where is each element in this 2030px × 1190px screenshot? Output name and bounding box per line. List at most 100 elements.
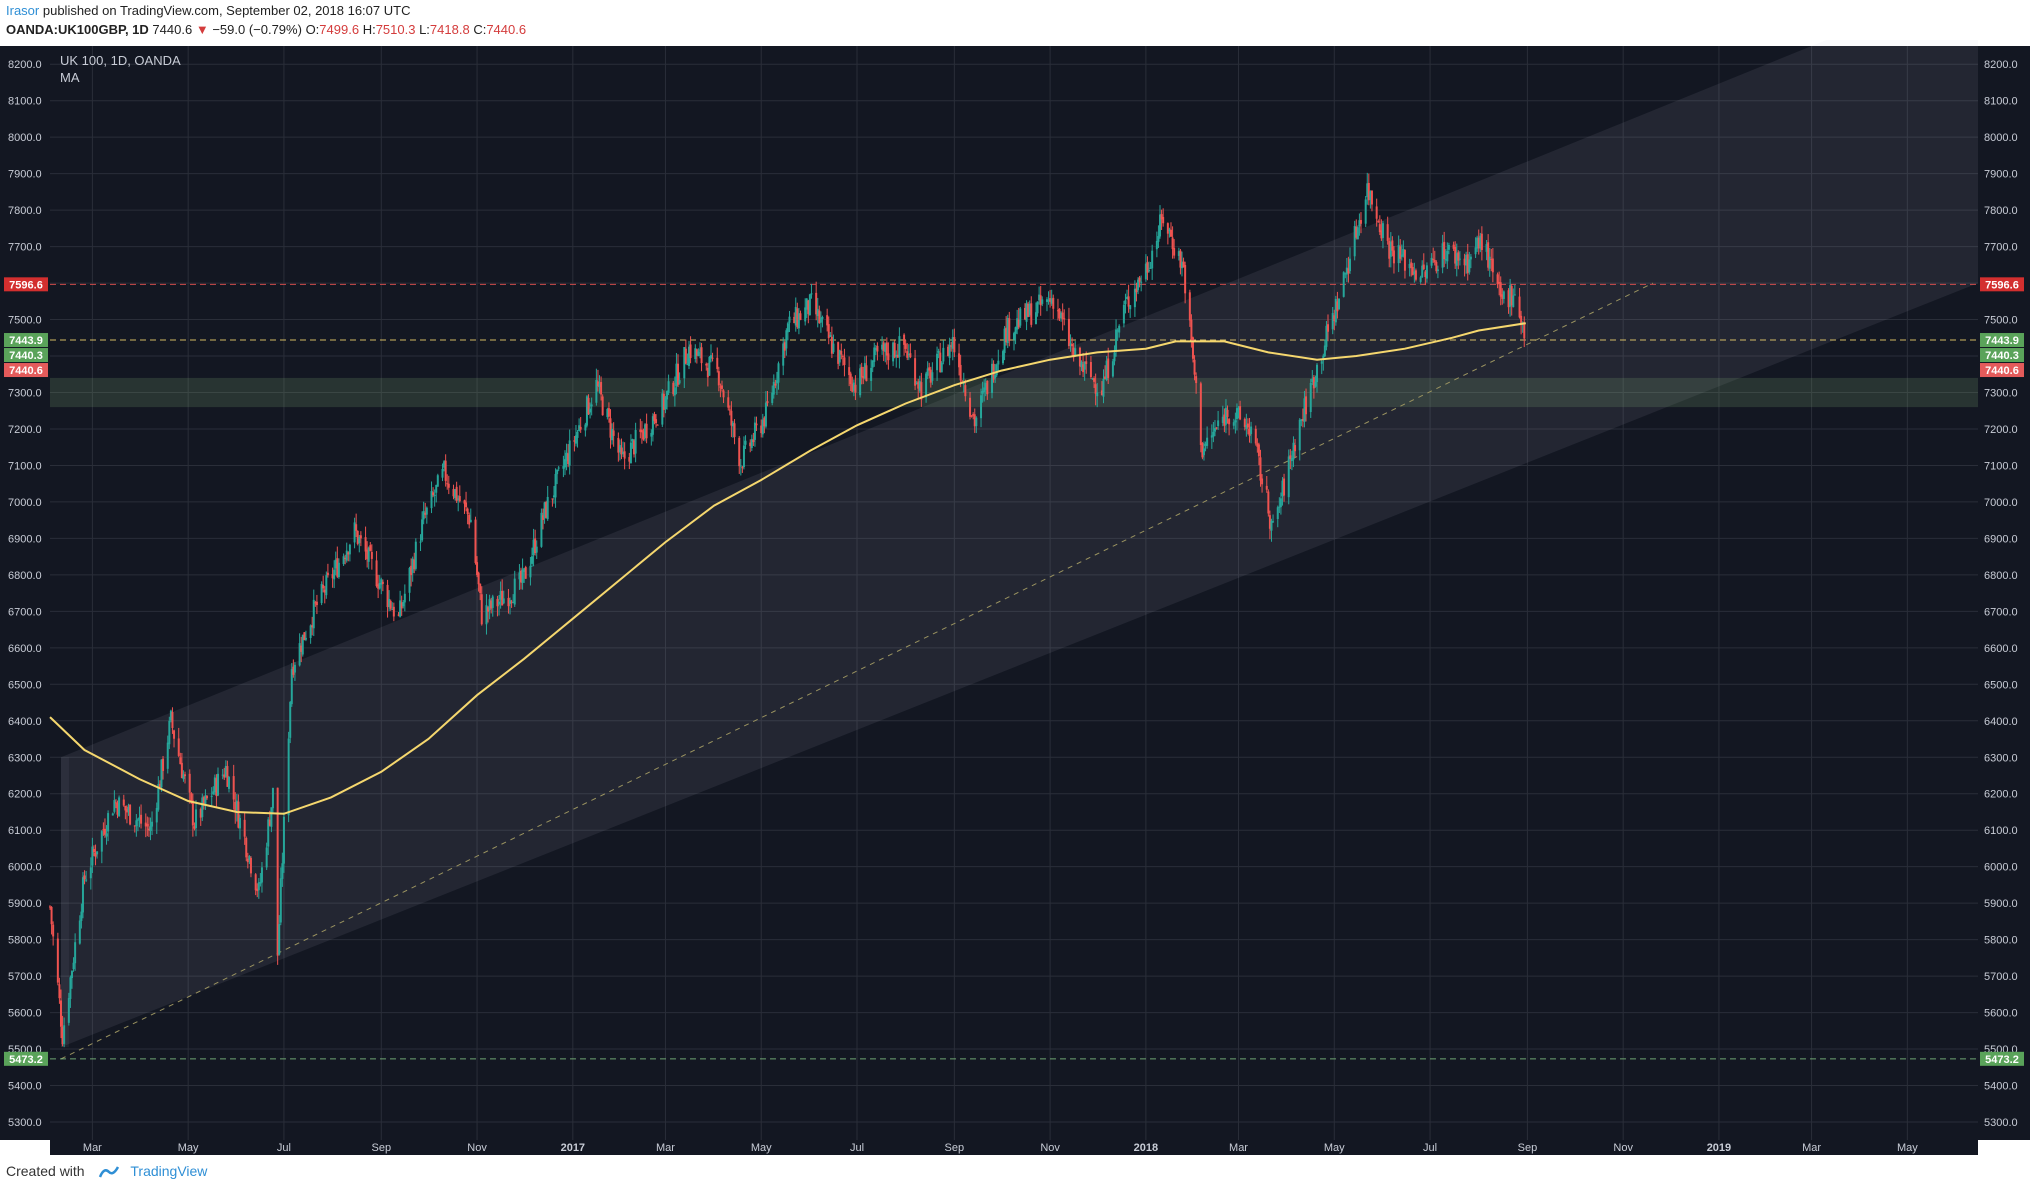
- candle-body: [151, 821, 154, 827]
- candle-body: [1129, 305, 1132, 310]
- candle-body: [1283, 478, 1286, 496]
- candle-body: [1265, 485, 1268, 490]
- candle-body: [1281, 480, 1284, 497]
- candle-body: [794, 306, 797, 326]
- x-tick-label: Sep: [371, 1142, 391, 1154]
- candle-body: [485, 605, 488, 625]
- candle-body: [1071, 344, 1074, 347]
- candle-body: [323, 589, 326, 593]
- candle-body: [788, 316, 791, 323]
- candle-body: [1002, 351, 1005, 364]
- candle-body: [821, 317, 824, 319]
- author-link[interactable]: Irasor: [6, 3, 40, 18]
- candle-body: [129, 804, 132, 825]
- candle-body: [1019, 308, 1022, 326]
- close-value: 7440.6: [486, 22, 527, 37]
- candle-body: [942, 347, 945, 362]
- candle-body: [1039, 295, 1042, 306]
- candle-body: [1403, 249, 1406, 271]
- candle-body: [607, 408, 610, 417]
- candle-body: [771, 392, 774, 403]
- candle-body: [204, 795, 207, 804]
- plot-area: [50, 46, 1978, 1140]
- candle-body: [1259, 457, 1262, 481]
- candle-body: [287, 738, 290, 816]
- tradingview-link[interactable]: TradingView: [130, 1163, 208, 1179]
- y-tick-label-left: 6100.0: [8, 825, 42, 837]
- candle-body: [1190, 319, 1193, 340]
- price-label-text: 7440.3: [1985, 350, 2019, 362]
- tradingview-logo-icon: [99, 1166, 120, 1178]
- candle-body: [694, 348, 697, 360]
- y-tick-label-left: 6700.0: [8, 606, 42, 618]
- candle-body: [953, 337, 956, 353]
- candle-body: [907, 353, 910, 356]
- candle-body: [1072, 347, 1075, 358]
- candle-body: [223, 774, 226, 778]
- candle-body: [1096, 392, 1099, 397]
- candle-body: [1498, 281, 1501, 284]
- candle-body: [852, 382, 855, 391]
- candle-body: [125, 809, 128, 813]
- candle-body: [628, 457, 631, 462]
- candle-body: [1162, 216, 1165, 224]
- support-zone: [50, 377, 1978, 408]
- candle-body: [1157, 236, 1160, 242]
- candle-body: [224, 765, 227, 777]
- candle-body: [642, 431, 645, 440]
- candle-body: [1082, 364, 1085, 373]
- y-tick-label-right: 8100.0: [1984, 96, 2018, 108]
- candle-body: [1289, 455, 1292, 459]
- price-label-box: [1980, 333, 2024, 348]
- candle-body: [443, 461, 446, 468]
- candle-body: [675, 363, 678, 387]
- candle-body: [1148, 270, 1151, 272]
- candle-body: [819, 318, 822, 323]
- candle-body: [1414, 270, 1417, 280]
- candle-body: [311, 625, 314, 628]
- candle-body: [169, 710, 172, 721]
- candle-body: [1465, 254, 1468, 266]
- candle-body: [848, 367, 851, 376]
- candle-body: [708, 357, 711, 376]
- candle-body: [1457, 252, 1460, 261]
- y-tick-label-right: 5600.0: [1984, 1008, 2018, 1020]
- candle-body: [1091, 378, 1094, 380]
- candle-body: [1381, 223, 1384, 238]
- candle-body: [1454, 246, 1457, 264]
- candle-body: [488, 599, 491, 611]
- legend-indicator[interactable]: MA: [60, 70, 80, 85]
- candle-body: [1232, 422, 1235, 426]
- candle-body: [149, 826, 152, 832]
- candle-body: [596, 381, 599, 387]
- candle-body: [622, 452, 625, 455]
- candle-body: [609, 418, 612, 438]
- y-tick-label-right: 6500.0: [1984, 679, 2018, 691]
- candle-body: [355, 524, 358, 531]
- candle-body: [584, 424, 587, 431]
- candle-body: [58, 984, 61, 999]
- candle-body: [832, 343, 835, 353]
- candle-body: [389, 600, 392, 609]
- candle-body: [520, 570, 523, 583]
- candle-body: [1446, 250, 1449, 262]
- moving-average-line[interactable]: [49, 322, 1526, 815]
- y-tick-label-left: 7800.0: [8, 205, 42, 217]
- candle-body: [688, 346, 691, 366]
- candle-body: [620, 447, 623, 455]
- footer: Created with TradingView: [6, 1163, 207, 1179]
- candle-body: [1432, 258, 1435, 260]
- y-tick-label-left: 7900.0: [8, 169, 42, 181]
- candle-body: [1118, 325, 1121, 333]
- open-label: O:: [305, 22, 320, 37]
- candle-body: [1195, 376, 1198, 384]
- candle-body: [849, 373, 852, 384]
- candle-body: [531, 556, 533, 564]
- candle-body: [1023, 307, 1026, 320]
- candle-body: [1366, 183, 1369, 198]
- candle-body: [424, 512, 427, 515]
- candle-body: [78, 920, 81, 944]
- candle-body: [730, 410, 733, 426]
- candle-body: [246, 858, 249, 863]
